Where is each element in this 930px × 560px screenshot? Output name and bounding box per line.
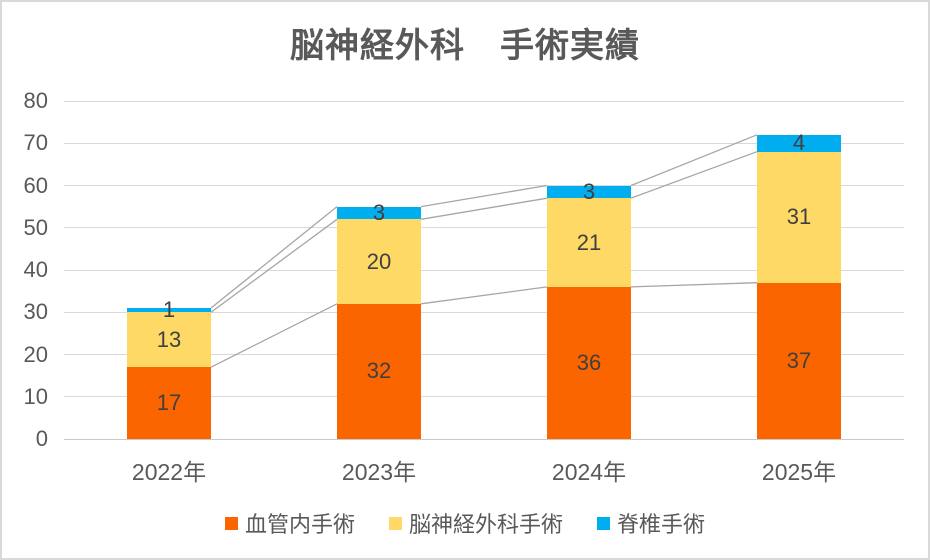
y-axis-tick-label: 80 <box>23 88 48 113</box>
gridline-y-20 <box>64 354 904 355</box>
data-label: 20 <box>366 248 392 274</box>
x-axis-category-label: 2022年 <box>131 459 207 485</box>
bar-segment-2025年-series-2 <box>757 151 841 283</box>
x-axis-category-label: 2025年 <box>761 459 837 485</box>
y-axis-tick-label: 40 <box>23 257 48 282</box>
legend-item: 血管内手術 <box>224 507 355 539</box>
chart-title: 脳神経外科 手術実績 <box>290 27 640 65</box>
y-axis-tick-label: 50 <box>23 214 48 240</box>
legend-label: 脊椎手術 <box>617 512 706 537</box>
gridline-y-30 <box>64 311 904 313</box>
bar-segment-2025年-series-3 <box>757 134 841 152</box>
legend-swatch-icon <box>597 516 610 530</box>
legend-label: 脳神経外科手術 <box>408 512 563 537</box>
legend-item: 脳神経外科手術 <box>388 507 563 539</box>
data-label: 32 <box>366 358 392 384</box>
y-axis-tick-label: 0 <box>35 426 48 451</box>
series-line <box>420 184 548 208</box>
data-label: 21 <box>576 229 602 255</box>
bar-segment-2024年-series-2 <box>547 198 631 287</box>
series-line <box>210 206 338 309</box>
legend-label: 血管内手術 <box>244 512 355 537</box>
gridline-y-80 <box>64 100 904 102</box>
bar-segment-2022年-series-2 <box>127 312 211 368</box>
gridline-y-50 <box>64 227 904 229</box>
bar-segment-2024年-series-1 <box>547 286 631 439</box>
bar-segment-2023年-series-1 <box>337 303 421 439</box>
data-label: 3 <box>372 199 386 225</box>
data-label: 1 <box>162 297 176 323</box>
data-label: 17 <box>156 390 182 416</box>
gridline-y-70 <box>64 142 904 144</box>
bar-segment-2024年-series-3 <box>547 185 631 199</box>
data-label: 36 <box>576 349 602 375</box>
gridline-y-10 <box>64 396 904 398</box>
gridline-y-40 <box>64 269 904 271</box>
data-label: 31 <box>786 204 812 230</box>
series-line <box>210 218 338 313</box>
legend-swatch-icon <box>388 516 402 530</box>
x-axis-category-label: 2023年 <box>341 459 417 485</box>
legend-item: 脊椎手術 <box>597 507 705 539</box>
y-axis-tick-label: 60 <box>23 172 48 198</box>
x-axis-category-label: 2024年 <box>551 459 627 485</box>
bar-segment-2023年-series-3 <box>337 206 421 220</box>
y-axis-tick-label: 70 <box>23 130 48 156</box>
gridline-y-0 <box>64 438 904 440</box>
legend: 血管内手術 脳神経外科手術 脊椎手術 <box>2 507 928 539</box>
legend-swatch-icon <box>224 516 238 530</box>
y-axis-tick-label: 20 <box>23 341 48 367</box>
bar-segment-2022年-series-1 <box>127 367 211 439</box>
bar-segment-2022年-series-3 <box>127 308 211 313</box>
series-line <box>630 282 758 288</box>
series-line <box>630 151 758 199</box>
series-line <box>420 197 548 220</box>
y-axis-tick-label: 10 <box>23 383 48 409</box>
series-line <box>420 286 548 305</box>
data-label: 4 <box>792 130 806 156</box>
data-label: 37 <box>786 347 812 373</box>
bar-segment-2025年-series-1 <box>757 282 841 439</box>
y-axis-tick-label: 30 <box>23 299 48 325</box>
series-line <box>210 303 338 368</box>
data-label: 13 <box>156 326 182 352</box>
bar-segment-2023年-series-2 <box>337 219 421 304</box>
data-label: 3 <box>582 178 596 204</box>
